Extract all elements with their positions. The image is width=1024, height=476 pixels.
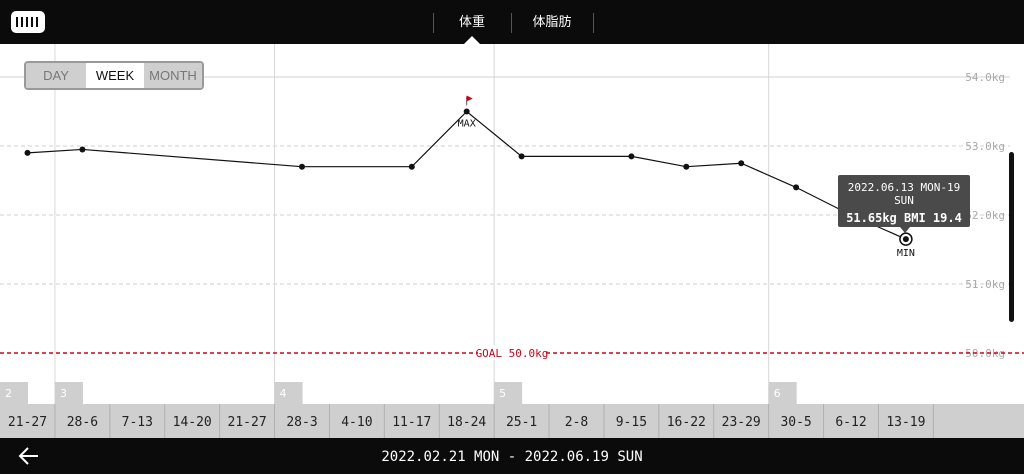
tab-weight[interactable]: 体重: [458, 15, 485, 30]
category-label: 25-1: [506, 415, 537, 430]
data-point: [683, 163, 690, 170]
app-menu-icon[interactable]: [11, 11, 45, 33]
category-label: 7-13: [122, 415, 153, 430]
data-point: [793, 184, 800, 191]
back-arrow-icon[interactable]: [18, 446, 40, 466]
category-label: 16-22: [667, 415, 706, 430]
data-point: [79, 146, 86, 153]
month-tab: [768, 382, 797, 404]
data-point: [628, 153, 635, 160]
tab-divider: [511, 13, 512, 33]
bottom-bar: [0, 438, 1024, 474]
top-bar: [0, 0, 1024, 44]
category-label: 6-12: [835, 415, 866, 430]
series-line: [27, 110, 907, 240]
tooltip-value: 51.65kg BMI 19.4: [846, 211, 962, 225]
month-label: 6: [774, 387, 781, 400]
category-label: 9-15: [616, 415, 647, 430]
max-flag-icon: [466, 95, 473, 102]
tooltip-date: 2022.06.13 MON-19 SUN: [847, 181, 961, 207]
y-tick-label: 52.0kg: [965, 209, 1005, 222]
y-tick-label: 50.0kg: [965, 347, 1005, 360]
month-tab: [494, 382, 523, 404]
category-label: 21-27: [8, 415, 47, 430]
data-point: [902, 236, 909, 243]
tab-body-fat[interactable]: 体脂肪: [532, 15, 572, 30]
category-label: 13-19: [886, 415, 925, 430]
category-label: 28-3: [286, 415, 317, 430]
month-tab: [274, 382, 303, 404]
category-label: 23-29: [722, 415, 761, 430]
max-label: MAX: [458, 119, 476, 130]
y-tick-label: 54.0kg: [965, 71, 1005, 84]
period-selector: DAY WEEK MONTH: [24, 61, 204, 90]
month-label: 4: [280, 387, 287, 400]
category-label: 21-27: [228, 415, 267, 430]
active-tab-indicator: [464, 36, 480, 44]
period-week-button[interactable]: WEEK: [86, 63, 144, 88]
y-tick-label: 51.0kg: [965, 278, 1005, 291]
vertical-scrollbar[interactable]: [1009, 152, 1014, 322]
category-label: 30-5: [780, 415, 811, 430]
data-point: [24, 149, 31, 156]
data-point: [518, 153, 525, 160]
period-day-button[interactable]: DAY: [26, 63, 86, 88]
month-label: 3: [60, 387, 67, 400]
category-label: 14-20: [173, 415, 212, 430]
tab-divider: [593, 13, 594, 33]
goal-label-bg: [478, 345, 546, 360]
data-tooltip: 2022.06.13 MON-19 SUN 51.65kg BMI 19.4: [838, 175, 970, 233]
category-label: 18-24: [447, 415, 486, 430]
min-label: MIN: [897, 248, 915, 259]
date-range: 2022.02.21 MON - 2022.06.19 SUN: [381, 449, 643, 465]
category-label: 11-17: [392, 415, 431, 430]
tab-divider: [433, 13, 434, 33]
month-label: 5: [499, 387, 506, 400]
category-axis: [0, 404, 1024, 438]
category-label: 2-8: [565, 415, 588, 430]
data-point: [299, 163, 305, 170]
category-label: 28-6: [67, 415, 98, 430]
y-tick-label: 53.0kg: [965, 140, 1005, 153]
month-tab: [0, 382, 28, 404]
data-point: [463, 108, 470, 115]
category-label: 4-10: [341, 415, 372, 430]
period-month-button[interactable]: MONTH: [144, 63, 202, 88]
data-point: [738, 160, 745, 167]
month-label: 2: [5, 387, 12, 400]
data-point: [408, 163, 415, 170]
goal-label: GOAL 50.0kg: [476, 347, 549, 360]
month-tab: [54, 382, 83, 404]
